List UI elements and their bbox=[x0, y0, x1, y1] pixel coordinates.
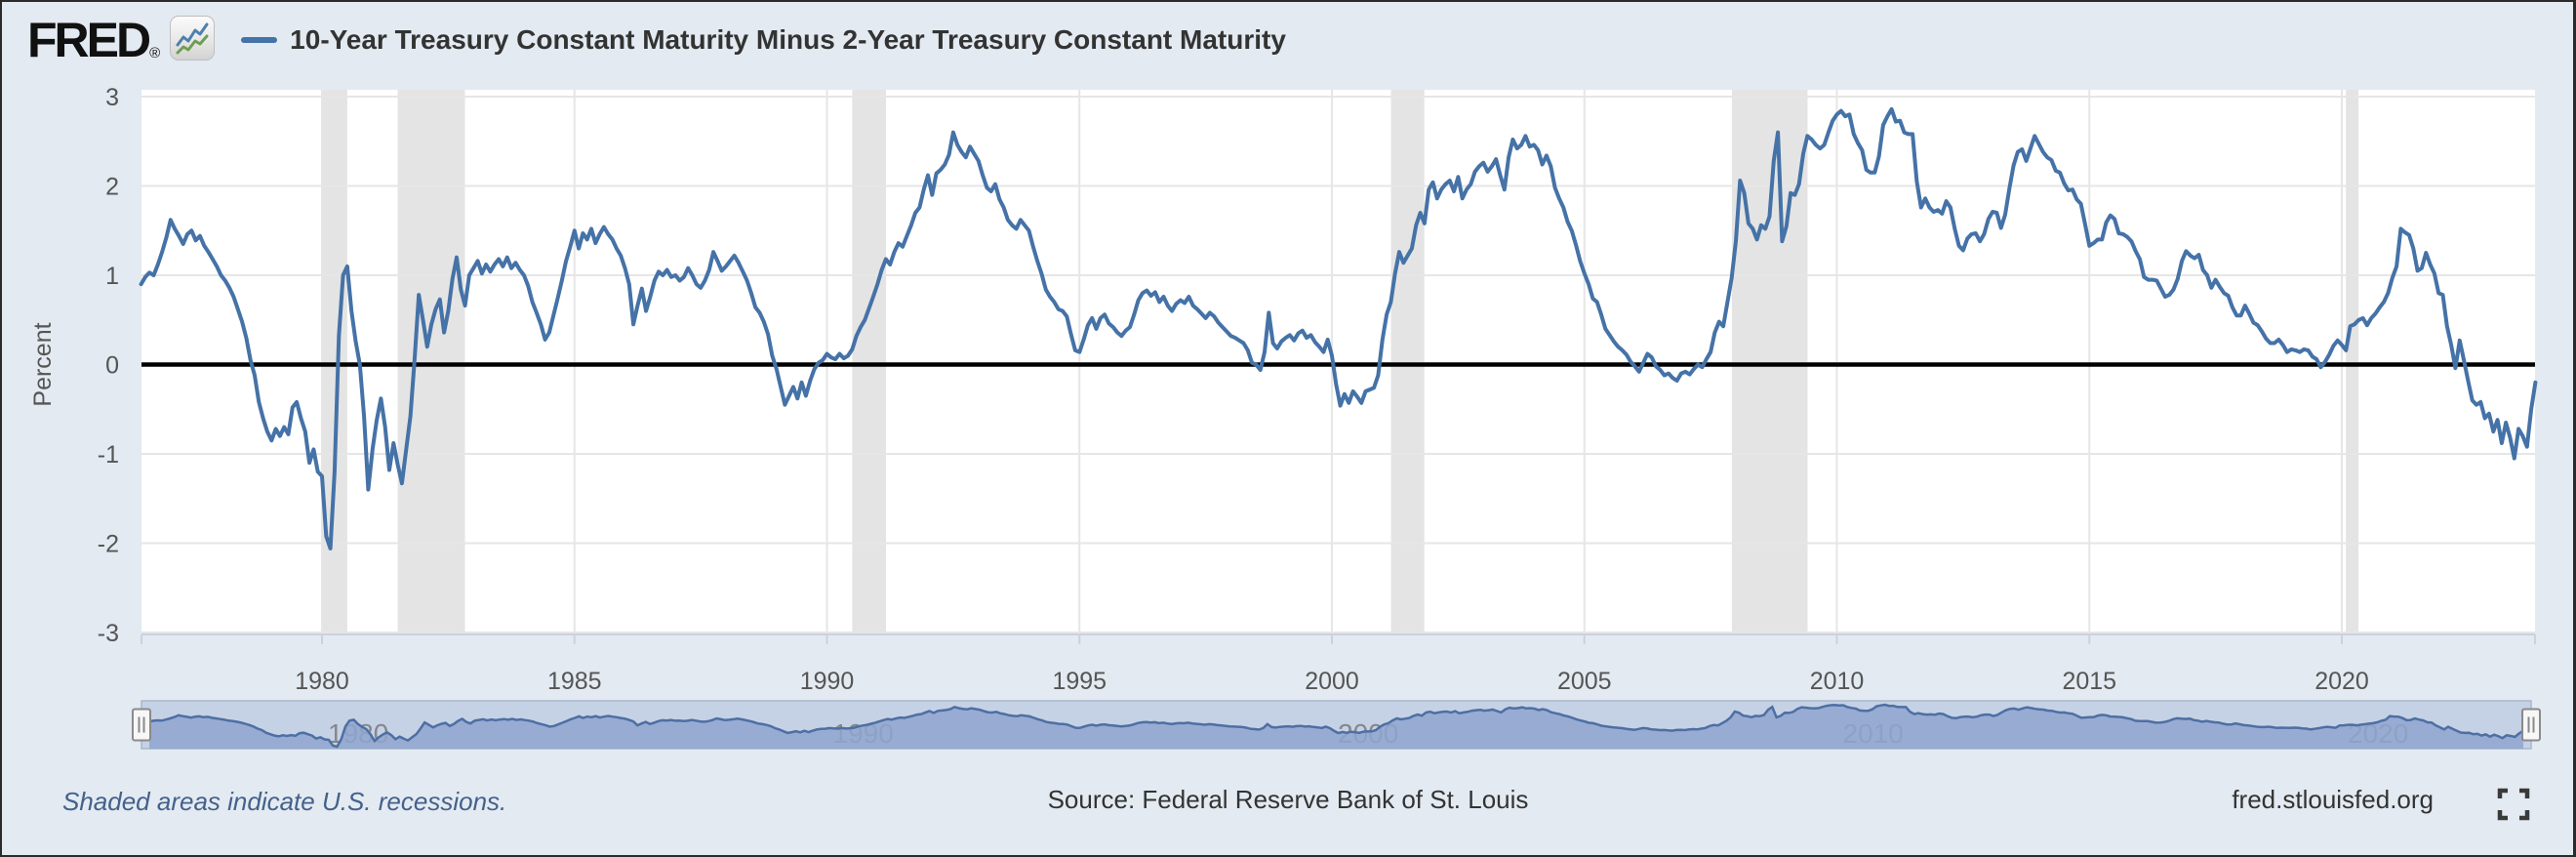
x-axis-label: 2015 bbox=[2062, 668, 2116, 695]
window-border-bottom bbox=[0, 855, 2576, 857]
y-axis-label: 1 bbox=[105, 263, 119, 290]
y-axis-label: -1 bbox=[98, 441, 119, 469]
fullscreen-icon[interactable] bbox=[2497, 788, 2530, 821]
navigator-area bbox=[149, 705, 2523, 749]
x-axis-label: 1980 bbox=[295, 668, 349, 695]
x-axis-label: 2010 bbox=[1810, 668, 1865, 695]
chart-header: FRED ® 10-Year Treasury Constant Maturit… bbox=[0, 0, 2576, 80]
recession-band bbox=[322, 90, 347, 634]
navigator-right-handle[interactable] bbox=[2521, 708, 2541, 742]
recession-band bbox=[397, 90, 465, 634]
recessions-note-link[interactable]: Shaded areas indicate U.S. recessions. bbox=[62, 787, 507, 816]
x-axis-label: 2000 bbox=[1305, 668, 1359, 695]
fred-site-link[interactable]: fred.stlouisfed.org bbox=[2232, 785, 2434, 814]
recession-band bbox=[2346, 90, 2359, 634]
y-axis-label: 3 bbox=[105, 84, 119, 111]
y-axis-label: 0 bbox=[105, 352, 119, 380]
recession-band bbox=[1731, 90, 1808, 634]
chart-title: 10-Year Treasury Constant Maturity Minus… bbox=[290, 24, 1286, 55]
x-axis-label: 1990 bbox=[800, 668, 855, 695]
series-legend-line-icon bbox=[241, 37, 278, 43]
fred-logo[interactable]: FRED ® bbox=[27, 13, 216, 67]
y-axis-label: -2 bbox=[98, 531, 119, 558]
series-line-10y2y-spread[interactable] bbox=[139, 106, 2538, 551]
window-border-top bbox=[0, 0, 2576, 2]
recession-band bbox=[852, 90, 887, 634]
window-border-left bbox=[0, 0, 2, 857]
x-axis-label: 1985 bbox=[547, 668, 602, 695]
navigator-line bbox=[148, 703, 2524, 749]
registered-mark: ® bbox=[149, 45, 161, 61]
y-axis-label: -3 bbox=[98, 620, 119, 647]
fred-logo-text: FRED bbox=[27, 13, 151, 67]
y-axis-title: Percent bbox=[29, 322, 57, 406]
plot-area[interactable] bbox=[141, 90, 2535, 634]
fred-logo-chart-icon bbox=[170, 16, 216, 61]
x-axis-label: 2005 bbox=[1557, 668, 1612, 695]
navigator-left-handle[interactable] bbox=[132, 708, 151, 742]
recession-band bbox=[1390, 90, 1425, 634]
source-text: Source: Federal Reserve Bank of St. Loui… bbox=[1047, 785, 1529, 814]
x-axis-label: 1995 bbox=[1052, 668, 1107, 695]
y-axis-label: 2 bbox=[105, 174, 119, 201]
x-axis-label: 2020 bbox=[2314, 668, 2369, 695]
chart-footer: Shaded areas indicate U.S. recessions. S… bbox=[0, 773, 2576, 832]
window-border-right bbox=[2573, 0, 2576, 857]
